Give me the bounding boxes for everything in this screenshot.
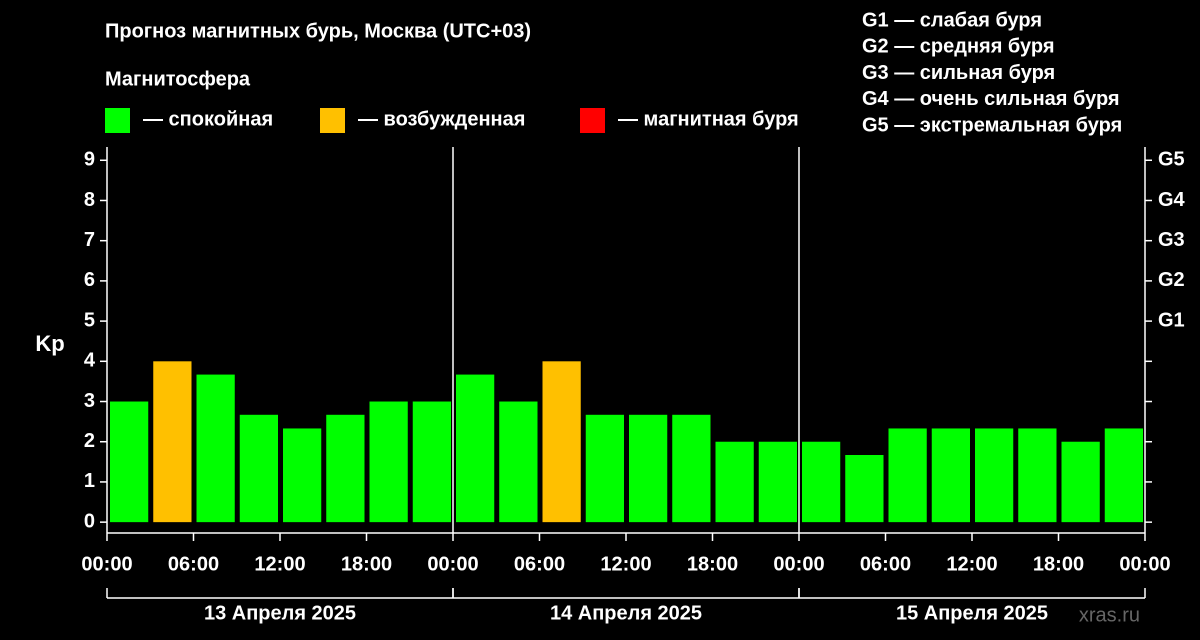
x-tick-label: 12:00: [600, 553, 651, 575]
legend-title: Магнитосфера: [105, 68, 251, 90]
x-tick-label: 18:00: [1033, 553, 1084, 575]
y-tick-label: 7: [84, 229, 95, 251]
y-tick-label: 0: [84, 510, 95, 532]
scale-note: G4 — очень сильная буря: [862, 88, 1120, 110]
y-tick-label: 5: [84, 309, 95, 331]
y-tick-label: 8: [84, 189, 95, 211]
y-tick-label: 6: [84, 269, 95, 291]
bar: [1061, 441, 1100, 523]
bar: [758, 441, 797, 523]
bar: [672, 414, 711, 523]
bar: [629, 414, 668, 523]
legend-swatch: [105, 108, 130, 133]
bar: [1018, 428, 1057, 523]
scale-note: G2 — средняя буря: [862, 36, 1055, 58]
bar: [283, 428, 322, 523]
watermark: xras.ru: [1079, 604, 1140, 626]
bar: [975, 428, 1014, 523]
bar: [110, 401, 149, 523]
bar: [888, 428, 927, 523]
x-tick-label: 18:00: [341, 553, 392, 575]
scale-note: G3 — сильная буря: [862, 62, 1055, 84]
bar: [196, 374, 235, 523]
scale-note: G1 — слабая буря: [862, 9, 1042, 31]
bar: [585, 414, 624, 523]
bar: [369, 401, 408, 523]
legend-swatch: [320, 108, 345, 133]
legend-swatch: [580, 108, 605, 133]
scale-note: G5 — экстремальная буря: [862, 114, 1122, 136]
x-tick-label: 06:00: [168, 553, 219, 575]
chart-title: Прогноз магнитных бурь, Москва (UTC+03): [105, 20, 531, 42]
bar: [715, 441, 754, 523]
legend-label: — магнитная буря: [618, 108, 799, 130]
x-tick-label: 12:00: [946, 553, 997, 575]
bar: [931, 428, 970, 523]
x-tick-label: 00:00: [773, 553, 824, 575]
day-label: 13 Апреля 2025: [204, 602, 356, 624]
bar: [326, 414, 365, 523]
bar: [802, 441, 841, 523]
y2-tick-label: G5: [1158, 149, 1185, 171]
x-tick-label: 12:00: [254, 553, 305, 575]
day-label: 14 Апреля 2025: [550, 602, 702, 624]
y-axis-label: Kp: [35, 331, 64, 356]
bar: [456, 374, 495, 523]
y-tick-label: 1: [84, 470, 95, 492]
x-tick-label: 00:00: [81, 553, 132, 575]
legend-label: — спокойная: [143, 108, 273, 130]
bar: [845, 454, 884, 523]
x-tick-label: 06:00: [514, 553, 565, 575]
x-tick-label: 00:00: [427, 553, 478, 575]
y2-tick-label: G3: [1158, 229, 1185, 251]
bar: [239, 414, 278, 523]
y-tick-label: 9: [84, 149, 95, 171]
y-tick-label: 4: [84, 350, 96, 372]
bar: [1104, 428, 1143, 523]
y-tick-label: 2: [84, 430, 95, 452]
legend-label: — возбужденная: [358, 108, 525, 130]
y2-tick-label: G4: [1158, 189, 1186, 211]
day-label: 15 Апреля 2025: [896, 602, 1048, 624]
x-tick-label: 18:00: [687, 553, 738, 575]
bar: [499, 401, 538, 523]
y-tick-label: 3: [84, 390, 95, 412]
x-tick-label: 06:00: [860, 553, 911, 575]
bar: [542, 361, 581, 523]
y2-tick-label: G1: [1158, 309, 1185, 331]
bar: [412, 401, 451, 523]
bar: [153, 361, 192, 523]
y2-tick-label: G2: [1158, 269, 1185, 291]
x-tick-label: 00:00: [1119, 553, 1170, 575]
